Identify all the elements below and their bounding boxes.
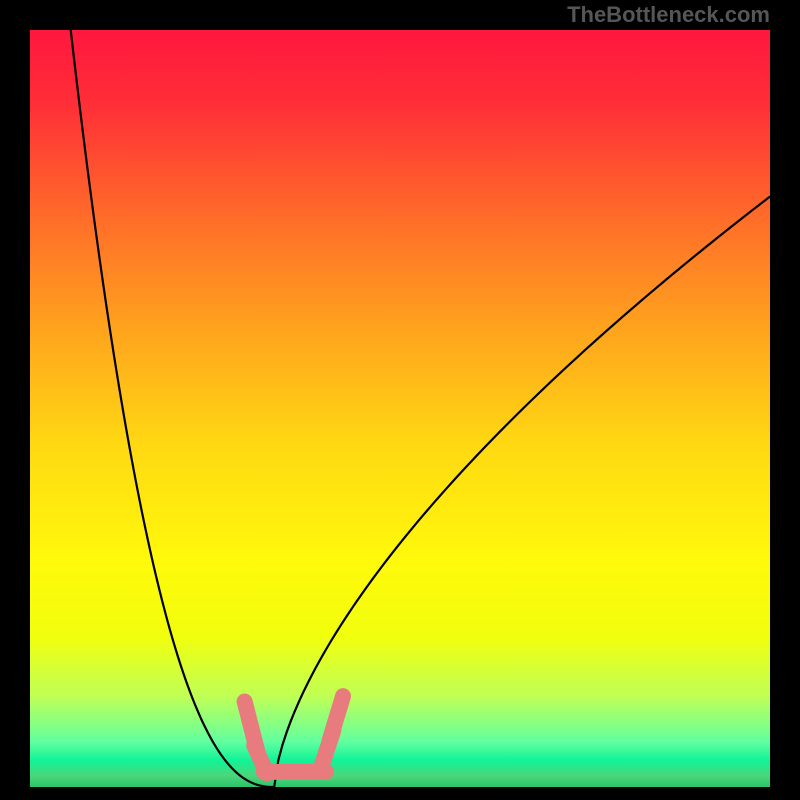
chart-svg: [30, 30, 770, 787]
bottleneck-curve: [71, 30, 770, 787]
watermark-text: TheBottleneck.com: [567, 2, 770, 28]
highlight-mark: [330, 696, 343, 740]
plot-area: [30, 30, 770, 787]
